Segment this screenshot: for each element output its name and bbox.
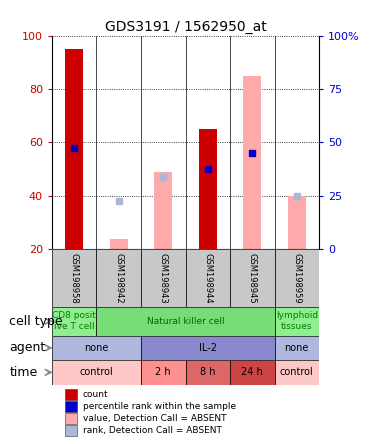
Text: IL-2: IL-2	[199, 343, 217, 353]
Bar	[199, 129, 217, 250]
Text: count: count	[83, 390, 108, 399]
Text: GSM198945: GSM198945	[248, 253, 257, 303]
Text: CD8 posit
ive T cell: CD8 posit ive T cell	[52, 312, 96, 331]
Text: none: none	[84, 343, 109, 353]
Text: GSM198958: GSM198958	[70, 253, 79, 303]
Text: GSM198959: GSM198959	[292, 253, 301, 303]
Text: 8 h: 8 h	[200, 367, 216, 377]
Bar	[230, 250, 275, 307]
Bar	[65, 389, 77, 400]
Bar	[230, 360, 275, 385]
Bar	[154, 172, 172, 250]
Text: GSM198944: GSM198944	[203, 253, 212, 303]
Bar	[65, 425, 77, 436]
Bar	[65, 49, 83, 250]
Text: percentile rank within the sample: percentile rank within the sample	[83, 402, 236, 411]
Text: Natural killer cell: Natural killer cell	[147, 317, 224, 325]
Text: none: none	[285, 343, 309, 353]
Bar	[243, 75, 261, 250]
Bar	[141, 336, 275, 360]
Text: cell type: cell type	[9, 315, 63, 328]
Bar	[141, 360, 186, 385]
Text: time: time	[9, 366, 37, 379]
Text: lymphoid
tissues: lymphoid tissues	[276, 312, 318, 331]
Bar	[275, 307, 319, 336]
Text: agent: agent	[9, 341, 46, 354]
Text: control: control	[280, 367, 313, 377]
Text: GSM198943: GSM198943	[159, 253, 168, 303]
Bar	[275, 360, 319, 385]
Text: GDS3191 / 1562950_at: GDS3191 / 1562950_at	[105, 20, 266, 34]
Text: GSM198942: GSM198942	[114, 253, 123, 303]
Bar	[275, 336, 319, 360]
Bar	[96, 250, 141, 307]
Bar	[65, 401, 77, 412]
Text: control: control	[80, 367, 113, 377]
Bar	[52, 307, 96, 336]
Text: rank, Detection Call = ABSENT: rank, Detection Call = ABSENT	[83, 426, 221, 435]
Bar	[275, 250, 319, 307]
Text: 24 h: 24 h	[242, 367, 263, 377]
Bar	[96, 307, 275, 336]
Bar	[52, 336, 141, 360]
Bar	[141, 250, 186, 307]
Bar	[288, 196, 306, 250]
Bar	[186, 360, 230, 385]
Bar	[52, 250, 96, 307]
Bar	[186, 250, 230, 307]
Text: value, Detection Call = ABSENT: value, Detection Call = ABSENT	[83, 414, 226, 423]
Bar	[65, 413, 77, 424]
Bar	[52, 360, 141, 385]
Bar	[110, 239, 128, 250]
Text: 2 h: 2 h	[155, 367, 171, 377]
